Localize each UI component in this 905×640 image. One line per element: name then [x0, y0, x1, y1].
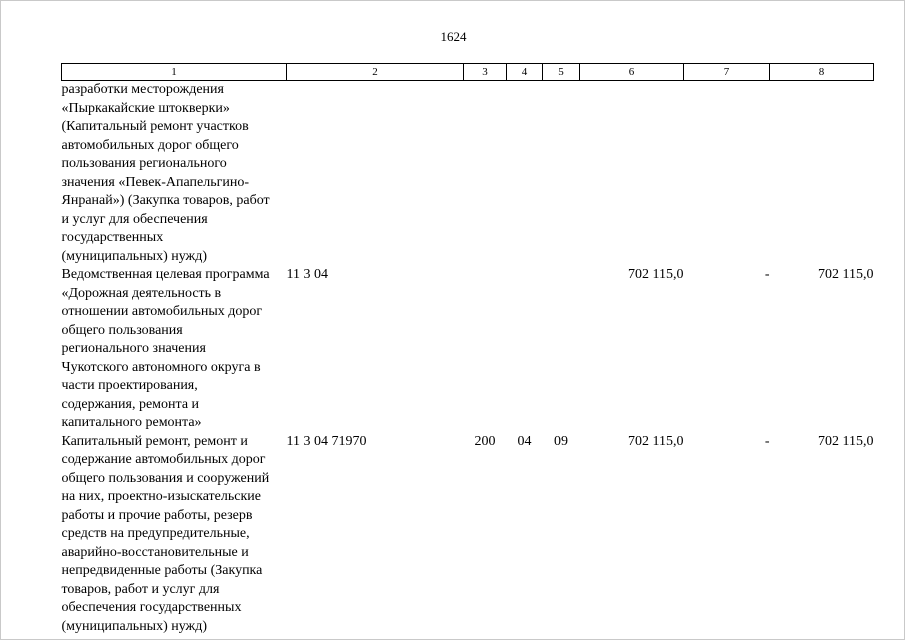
column-header-6: 6 — [579, 63, 684, 81]
cell-col1-name: Капитальный ремонт, ремонт и содержание … — [61, 433, 270, 634]
cell-col5: 09 — [554, 433, 568, 449]
cell-col5 — [543, 81, 580, 267]
cell-col4: 04 — [517, 433, 532, 449]
table-row: разработки месторождения «Пыркакайские ш… — [62, 81, 874, 267]
cell-col1-name: разработки месторождения «Пыркакайские ш… — [61, 82, 270, 264]
column-header-3: 3 — [463, 63, 507, 81]
cell-col1-name: Ведомственная целевая программа «Дорожна… — [61, 267, 270, 430]
page-number: 1624 — [440, 29, 467, 44]
cell-col2-code — [287, 81, 464, 267]
column-header-1: 1 — [61, 63, 287, 81]
table-row: Капитальный ремонт, ремонт и содержание … — [62, 433, 874, 637]
cell-col7-amount — [684, 81, 770, 267]
column-header-5: 5 — [542, 63, 580, 81]
cell-col7-amount: - — [764, 433, 770, 449]
cell-col6-amount: 702 115,0 — [628, 267, 684, 282]
table-header-row: 1 2 3 4 5 6 7 8 — [61, 63, 874, 81]
cell-col2-code: 11 3 04 — [286, 267, 328, 282]
cell-col7-amount: - — [764, 267, 770, 282]
cell-col8-amount: 702 115,0 — [818, 433, 874, 449]
column-header-8: 8 — [769, 63, 874, 81]
cell-col3 — [464, 266, 507, 433]
column-header-7: 7 — [683, 63, 770, 81]
cell-col6-amount — [580, 81, 684, 267]
cell-col3 — [464, 81, 507, 267]
cell-col5 — [543, 266, 580, 433]
column-header-2: 2 — [286, 63, 464, 81]
cell-col8-amount: 702 115,0 — [818, 267, 874, 282]
cell-col4 — [507, 266, 543, 433]
cell-col3: 200 — [474, 433, 496, 449]
table-row: Ведомственная целевая программа «Дорожна… — [62, 266, 874, 433]
cell-col6-amount: 702 115,0 — [628, 433, 684, 449]
cell-col2-code: 11 3 04 71970 — [286, 433, 367, 449]
cell-col8-amount — [770, 81, 874, 267]
column-header-4: 4 — [506, 63, 543, 81]
cell-col4 — [507, 81, 543, 267]
budget-appropriations-table: 1 2 3 4 5 6 7 8 разработки месторождения… — [61, 63, 874, 636]
